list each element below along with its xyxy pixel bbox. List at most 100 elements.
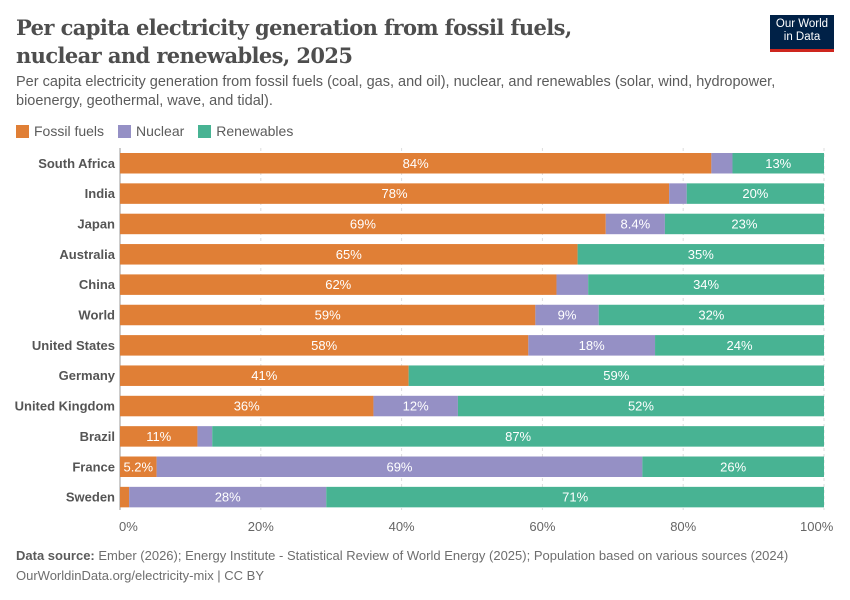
category-label: Sweden [66, 490, 115, 505]
data-label: 24% [727, 338, 753, 353]
data-label: 36% [234, 399, 260, 414]
bar-segment [212, 426, 824, 447]
data-label: 12% [403, 399, 429, 414]
bar-segment [655, 335, 824, 356]
data-label: 69% [386, 459, 412, 474]
category-label: South Africa [38, 156, 116, 171]
bar-segment [120, 304, 536, 326]
data-label: 59% [315, 308, 341, 323]
bar-segment [120, 244, 578, 265]
category-label: Germany [59, 368, 116, 383]
category-label: Australia [59, 247, 115, 262]
logo-line-2: in Data [783, 31, 821, 43]
bar-segment [120, 335, 529, 356]
bar-segment [598, 304, 824, 326]
chart-subtitle: Per capita electricity generation from f… [16, 74, 776, 109]
source-text: Ember (2026); Energy Institute - Statist… [98, 548, 789, 563]
category-label: India [85, 186, 116, 201]
data-label: 84% [403, 156, 429, 171]
x-tick-label: 100% [800, 519, 834, 534]
legend: Fossil fuels Nuclear Renewables [16, 123, 293, 139]
data-label: 26% [720, 459, 746, 474]
x-tick-label: 40% [389, 519, 415, 534]
source-label: Data source: [16, 548, 95, 563]
bar-segment [129, 486, 327, 508]
data-label: 13% [765, 156, 791, 171]
data-label: 20% [742, 186, 768, 201]
legend-item[interactable]: Fossil fuels [16, 123, 104, 139]
data-label: 28% [215, 490, 241, 505]
data-label: 59% [603, 368, 629, 383]
bar-segment [669, 183, 687, 204]
bar-segment [120, 365, 409, 386]
data-label: 41% [251, 368, 277, 383]
category-label: France [72, 459, 115, 474]
category-label: World [78, 308, 115, 323]
data-label: 52% [628, 399, 654, 414]
legend-swatch [118, 124, 132, 138]
bar-segment [686, 183, 824, 204]
bar-segment [457, 395, 824, 417]
bar-segment [711, 153, 733, 174]
category-label: China [79, 277, 116, 292]
bar-segment [535, 304, 599, 326]
data-label: 69% [350, 216, 376, 231]
legend-swatch [198, 124, 212, 138]
bar-segment [373, 395, 458, 417]
footer-url[interactable]: OurWorldinData.org/electricity-mix | CC … [16, 568, 265, 583]
data-label: 65% [336, 247, 362, 262]
chart-title: Per capita electricity generation from f… [16, 15, 572, 68]
data-label: 87% [505, 429, 531, 444]
legend-label: Renewables [216, 123, 294, 139]
bar-segment [120, 456, 157, 477]
bar-segment [197, 426, 213, 447]
bar-segment [408, 365, 824, 386]
category-label: United States [32, 338, 115, 353]
logo-line-1: Our World [775, 18, 829, 30]
bar-segment [120, 153, 712, 174]
bar-segment [577, 244, 824, 265]
bar-segment [120, 183, 670, 204]
bar-segment [732, 153, 824, 174]
data-label: 71% [562, 490, 588, 505]
data-label: 11% [146, 429, 171, 444]
data-label: 34% [693, 277, 719, 292]
category-label: Brazil [80, 429, 115, 444]
bar-segment [528, 335, 656, 356]
legend-item[interactable]: Renewables [198, 123, 293, 139]
bar-segment [664, 213, 824, 235]
x-tick-label: 80% [670, 519, 696, 534]
legend-label: Fossil fuels [34, 123, 105, 139]
legend-swatch [16, 124, 29, 138]
bar-segment [556, 274, 589, 295]
x-tick-label: 20% [248, 519, 274, 534]
footer: Data source: Ember (2026); Energy Instit… [16, 546, 788, 586]
legend-label: Nuclear [136, 123, 185, 139]
bar-segment [120, 213, 606, 235]
category-label: Japan [77, 216, 115, 231]
bar-segment [326, 486, 824, 508]
bar-segment [605, 213, 665, 235]
x-tick-label: 0% [119, 519, 138, 534]
bar-segment [120, 395, 374, 417]
bar-segment [156, 456, 643, 477]
data-label: 5.2% [123, 459, 153, 474]
bar-segment [120, 274, 557, 295]
legend-item[interactable]: Nuclear [118, 123, 184, 139]
data-label: 18% [579, 338, 605, 353]
bar-segment [588, 274, 824, 295]
data-label: 8.4% [621, 216, 651, 231]
bar-chart: 0% 20% 40% 60% 80% 100% South Africa 84% 13% Indi… [15, 148, 834, 534]
data-label: 78% [382, 186, 408, 201]
data-label: 32% [698, 308, 724, 323]
bar-segment [642, 456, 824, 477]
data-label: 58% [311, 338, 337, 353]
data-label: 35% [688, 247, 714, 262]
bar-segment [120, 426, 198, 447]
data-label: 62% [325, 277, 351, 292]
data-label: 9% [558, 308, 577, 323]
owid-logo[interactable]: Our World in Data [770, 15, 834, 52]
data-label: 23% [731, 216, 757, 231]
category-label: United Kingdom [15, 399, 115, 414]
